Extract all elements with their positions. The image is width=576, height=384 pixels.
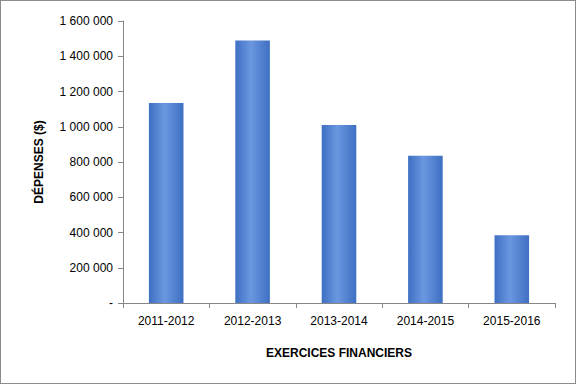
svg-text:400 000: 400 000 [70, 226, 114, 240]
svg-text:200 000: 200 000 [70, 261, 114, 275]
svg-text:1 600 000: 1 600 000 [60, 14, 114, 28]
svg-text:2014-2015: 2014-2015 [397, 314, 455, 328]
svg-text:2012-2013: 2012-2013 [224, 314, 282, 328]
svg-text:600 000: 600 000 [70, 190, 114, 204]
svg-text:2013-2014: 2013-2014 [310, 314, 368, 328]
svg-text:2011-2012: 2011-2012 [138, 314, 195, 328]
svg-text:-: - [109, 296, 113, 310]
svg-text:EXERCICES FINANCIERS: EXERCICES FINANCIERS [266, 346, 412, 360]
svg-text:DÉPENSES ($): DÉPENSES ($) [31, 120, 46, 203]
svg-text:800 000: 800 000 [70, 155, 114, 169]
svg-text:1 000 000: 1 000 000 [60, 120, 114, 134]
svg-text:1 200 000: 1 200 000 [60, 85, 114, 99]
svg-text:2015-2016: 2015-2016 [483, 314, 541, 328]
svg-text:1 400 000: 1 400 000 [60, 49, 114, 63]
